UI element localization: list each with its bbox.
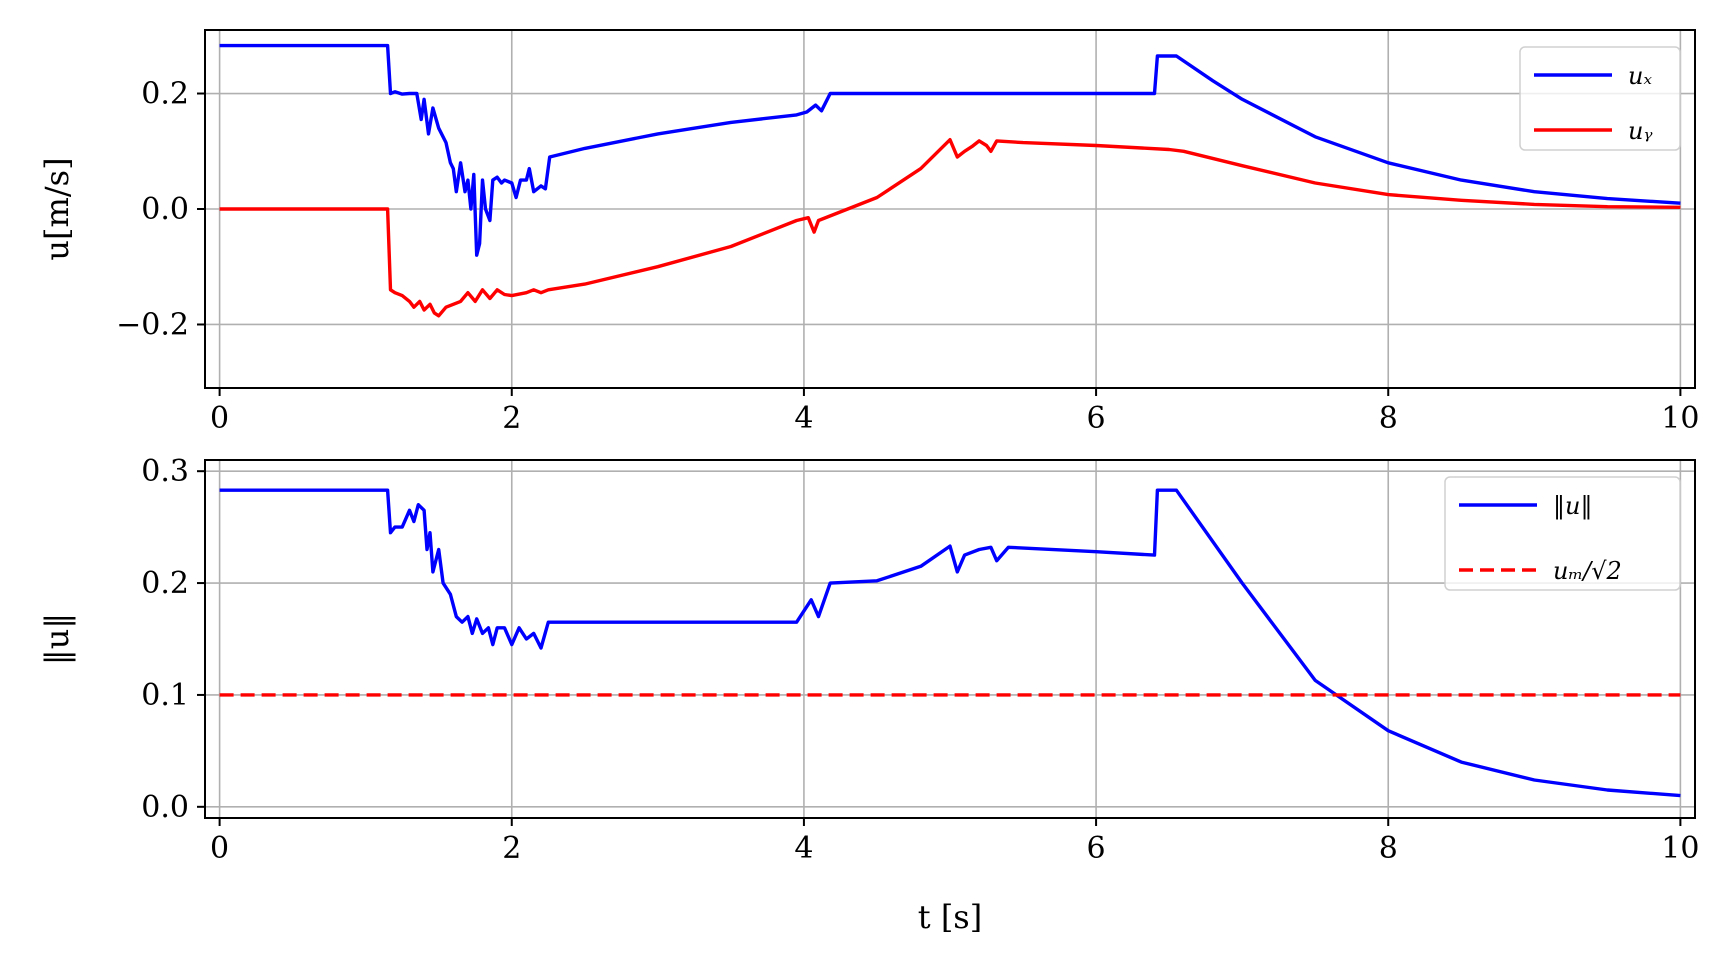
y-tick-label: 0.0 [141, 192, 189, 227]
x-tick-label: 0 [210, 831, 229, 866]
y-tick-label: 0.2 [141, 566, 189, 601]
y-axis-label: u[m/s] [38, 157, 76, 260]
legend-label-0: uₓ [1628, 62, 1652, 90]
y-tick-label: 0.1 [141, 678, 189, 713]
series-line-1 [219, 138, 1681, 318]
panel-velocity-components: 0 2 4 6 8 10 −0.2 0.0 0.2 u[m/s] uₓ uᵧ [38, 29, 1699, 436]
x-tick-label: 6 [1087, 401, 1106, 436]
x-axis-label: t [s] [918, 898, 982, 936]
y-tick-label: 0.2 [141, 77, 189, 112]
x-tick-label: 4 [794, 401, 813, 436]
legend-label-0: ‖u‖ [1553, 492, 1592, 521]
series-line-0 [219, 488, 1681, 798]
panel-velocity-norm: 0 2 4 6 8 10 0.0 0.1 0.2 0.3 ‖u‖ t [s] ‖u‖ uₘ/√2 [38, 454, 1699, 936]
legend-box [1519, 46, 1681, 151]
series-line-0 [219, 43, 1681, 257]
y-tick-label: −0.2 [116, 307, 189, 342]
y-tick-label: 0.3 [141, 454, 189, 489]
y-axis-label: ‖u‖ [38, 613, 76, 666]
legend-label-1: uᵧ [1628, 117, 1653, 145]
x-tick-label: 2 [502, 401, 521, 436]
x-tick-label: 8 [1379, 831, 1398, 866]
x-tick-label: 2 [502, 831, 521, 866]
x-tick-label: 4 [794, 831, 813, 866]
y-tick-label: 0.0 [141, 790, 189, 825]
x-tick-label: 0 [210, 401, 229, 436]
x-tick-label: 8 [1379, 401, 1398, 436]
legend-label-1: uₘ/√2 [1553, 557, 1622, 585]
plot-frame [204, 459, 1696, 819]
x-tick-label: 10 [1661, 401, 1699, 436]
x-tick-label: 6 [1087, 831, 1106, 866]
x-tick-label: 10 [1661, 831, 1699, 866]
